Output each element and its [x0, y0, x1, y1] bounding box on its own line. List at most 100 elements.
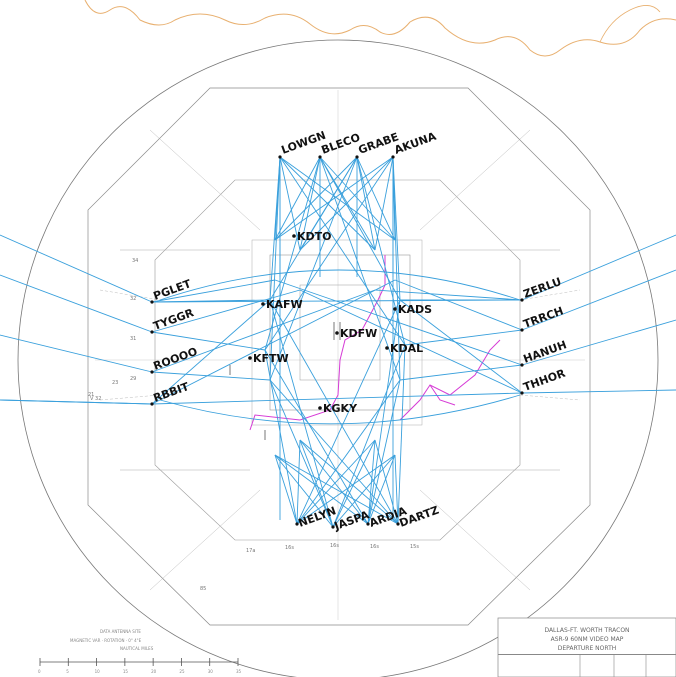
- south-route-line: [269, 299, 399, 525]
- south-route-line: [367, 299, 401, 525]
- airport-kafw: KAFW: [261, 298, 303, 311]
- scale-tick-label: 35: [236, 669, 242, 674]
- fix-label: TYGGR: [152, 306, 196, 333]
- altitude-label: 21: [88, 392, 94, 398]
- fix-marker: [520, 363, 524, 367]
- scale-tick-label: 30: [208, 669, 214, 674]
- airport-label: KFTW: [253, 352, 289, 365]
- fix-label: LOWGN: [280, 129, 328, 157]
- fix-marker: [520, 298, 524, 302]
- transition-arc: [159, 394, 521, 425]
- fix-marker: [366, 522, 370, 526]
- transition-line: [151, 392, 523, 405]
- north-route-line: [269, 156, 281, 381]
- north-route-line: [274, 156, 394, 241]
- scale-tick-label: 0: [38, 669, 41, 674]
- scale-tick-label: 20: [151, 669, 157, 674]
- fix-akuna: AKUNA: [391, 130, 438, 159]
- west-route-line: [0, 399, 153, 405]
- magenta-boundary: [249, 255, 501, 431]
- fix-zerlu: ZERLU: [520, 275, 563, 302]
- west-route-line: [151, 289, 301, 333]
- north-route-line: [279, 156, 301, 251]
- fix-hanuh: HANUH: [520, 338, 569, 367]
- south-route-line: [397, 344, 406, 525]
- fix-marker: [355, 155, 359, 159]
- east-route-line: [399, 364, 523, 381]
- north-route-line: [356, 156, 376, 251]
- airport-kdfw: KDFW: [335, 327, 377, 340]
- altitude-label: V 32: [90, 396, 101, 402]
- airport-marker: [292, 234, 296, 238]
- north-route-line: [269, 156, 358, 301]
- airport-label: KADS: [398, 303, 432, 316]
- east-route-line: [274, 279, 523, 366]
- south-route-line: [299, 439, 369, 525]
- departure-routes: [0, 156, 676, 528]
- east-route-line: [521, 269, 676, 331]
- fix-label: TRRCH: [522, 304, 566, 330]
- north-route-line: [299, 156, 321, 251]
- altitude-label: 85: [200, 586, 206, 592]
- airport-marker: [318, 406, 322, 410]
- altitude-label: 34: [132, 258, 138, 264]
- state-border: [84, 0, 676, 57]
- west-route-line: [0, 334, 153, 373]
- south-route-line: [299, 439, 399, 525]
- altitude-label: 31: [130, 336, 136, 342]
- north-route-line: [319, 156, 401, 381]
- altitude-label: 16s: [370, 544, 379, 550]
- airport-label: KGKY: [323, 402, 358, 415]
- altitude-label: 16s: [330, 543, 339, 549]
- airport-label: KAFW: [266, 298, 303, 311]
- south-route-line: [296, 454, 396, 525]
- north-route-line: [299, 156, 394, 251]
- south-route-line: [274, 454, 399, 525]
- airport-marker: [393, 307, 397, 311]
- south-route-line: [296, 379, 401, 525]
- south-route-line: [332, 439, 376, 528]
- north-route-line: [279, 156, 396, 241]
- scale-note-2: MAGNETIC VAR · ROTATION · 0° 4°E: [70, 638, 142, 643]
- south-route-line: [264, 349, 298, 525]
- scale-note-1: DATA ANTENNA SITE: [100, 629, 141, 634]
- fix-marker: [278, 155, 282, 159]
- east-route-line: [521, 234, 676, 301]
- airport-marker: [335, 331, 339, 335]
- airport-kftw: KFTW: [248, 352, 289, 365]
- fix-marker: [150, 370, 154, 374]
- fix-rbbit: RBBIT: [150, 380, 191, 406]
- north-route-line: [264, 156, 321, 351]
- title-line-2: ASR-9 60NM VIDEO MAP: [551, 636, 624, 643]
- fix-label: THHOR: [522, 366, 568, 393]
- west-route-line: [151, 299, 271, 405]
- south-route-line: [332, 454, 396, 528]
- north-route-line: [279, 156, 406, 346]
- airport-label: KDFW: [340, 327, 377, 340]
- airport-label: KDTO: [297, 230, 332, 243]
- fix-marker: [150, 330, 154, 334]
- south-route-line: [274, 454, 334, 528]
- altitude-label: 29: [130, 376, 136, 382]
- fix-marker: [396, 522, 400, 526]
- fix-label: RBBIT: [152, 380, 192, 405]
- fix-label: HANUH: [522, 338, 569, 366]
- north-route-line: [274, 156, 358, 241]
- outer-range-ring: [17, 39, 659, 677]
- south-route-line: [394, 454, 399, 525]
- fix-marker: [520, 391, 524, 395]
- airport-kads: KADS: [393, 303, 432, 316]
- fix-marker: [331, 525, 335, 529]
- transition-line: [151, 299, 523, 303]
- airport-marker: [261, 302, 265, 306]
- west-route-line: [151, 331, 266, 351]
- west-route-line: [151, 289, 376, 373]
- fix-pglet: PGLET: [150, 277, 193, 304]
- fix-thhor: THHOR: [520, 366, 568, 395]
- fix-marker: [520, 328, 524, 332]
- south-route-line: [299, 439, 334, 528]
- altitude-label: 17a: [246, 548, 255, 554]
- north-route-line: [264, 156, 394, 351]
- east-route-line: [521, 319, 676, 366]
